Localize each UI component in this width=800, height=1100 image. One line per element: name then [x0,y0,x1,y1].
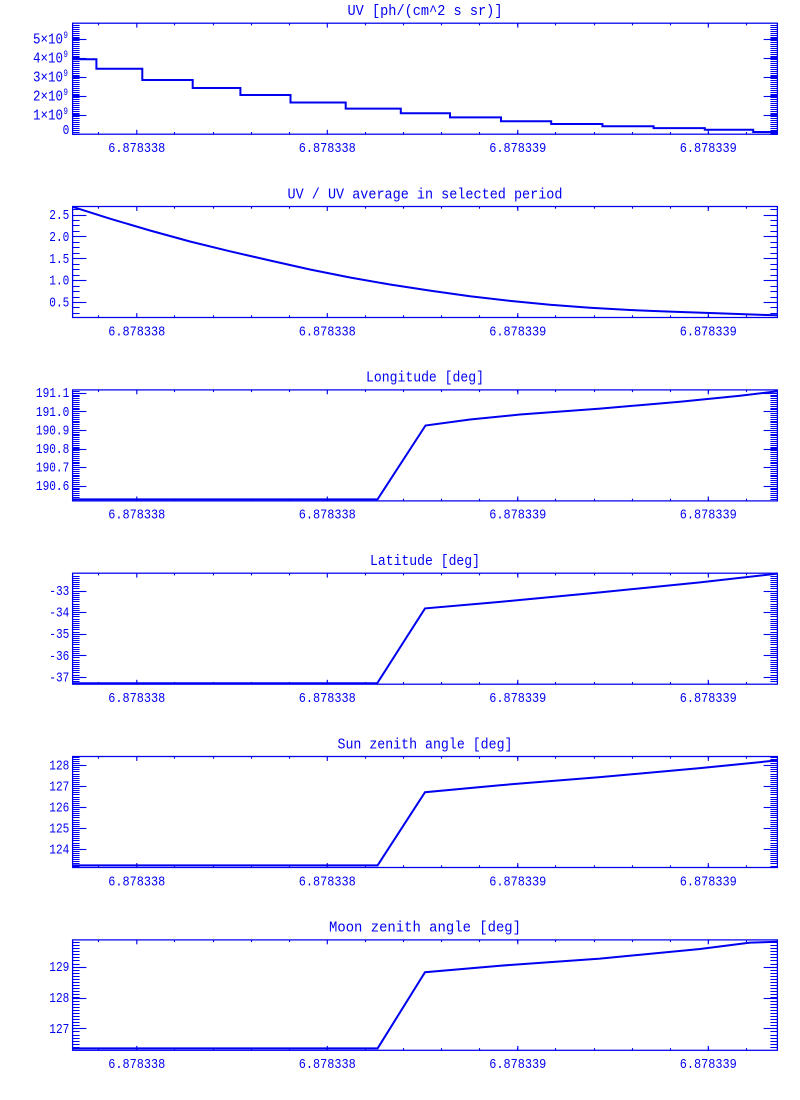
svg-text:6.878338: 6.878338 [299,509,356,524]
svg-text:9: 9 [63,107,68,118]
svg-text:6.878339: 6.878339 [680,1058,737,1073]
svg-text:191.0: 191.0 [36,406,69,421]
svg-text:6.878339: 6.878339 [680,692,737,707]
svg-text:6.878338: 6.878338 [108,692,165,707]
svg-text:0: 0 [63,124,70,139]
svg-text:6.878339: 6.878339 [680,509,737,524]
svg-text:-35: -35 [49,628,69,643]
svg-text:Latitude [deg]: Latitude [deg] [370,552,480,570]
svg-text:128: 128 [49,992,69,1007]
svg-text:Moon zenith angle [deg]: Moon zenith angle [deg] [329,919,521,937]
svg-text:6.878338: 6.878338 [299,875,356,890]
svg-text:Longitude [deg]: Longitude [deg] [366,369,484,387]
svg-text:6.878339: 6.878339 [680,325,737,340]
svg-text:UV [ph/(cm^2 s sr)]: UV [ph/(cm^2 s sr)] [348,2,503,20]
svg-text:0.5: 0.5 [49,297,69,312]
svg-text:127: 127 [49,781,69,796]
svg-text:9: 9 [63,50,68,61]
svg-text:6.878339: 6.878339 [489,509,546,524]
svg-text:6.878338: 6.878338 [108,509,165,524]
svg-text:9: 9 [63,31,68,42]
svg-text:1×10: 1×10 [33,107,63,124]
svg-text:129: 129 [49,961,69,976]
svg-text:1.0: 1.0 [49,275,69,290]
svg-text:6.878339: 6.878339 [489,692,546,707]
svg-text:6.878339: 6.878339 [489,875,546,890]
svg-text:6.878338: 6.878338 [299,692,356,707]
svg-text:6.878338: 6.878338 [108,142,165,157]
svg-text:UV / UV average in selected pe: UV / UV average in selected period [288,185,563,203]
svg-text:1.5: 1.5 [49,253,69,268]
svg-text:128: 128 [49,760,69,775]
svg-text:4×10: 4×10 [33,50,63,67]
svg-text:6.878338: 6.878338 [108,325,165,340]
svg-text:-33: -33 [49,585,69,600]
svg-text:6.878338: 6.878338 [299,142,356,157]
svg-text:6.878338: 6.878338 [108,875,165,890]
svg-text:2.5: 2.5 [49,209,69,224]
svg-text:6.878338: 6.878338 [299,325,356,340]
svg-text:2×10: 2×10 [33,88,63,105]
svg-text:6.878339: 6.878339 [489,1058,546,1073]
svg-text:-36: -36 [49,650,69,665]
svg-text:3×10: 3×10 [33,69,63,86]
svg-text:190.8: 190.8 [36,443,69,458]
svg-text:9: 9 [63,69,68,80]
svg-text:127: 127 [49,1023,69,1038]
svg-text:6.878339: 6.878339 [680,142,737,157]
svg-text:Sun zenith angle [deg]: Sun zenith angle [deg] [338,735,513,753]
svg-text:190.7: 190.7 [36,462,69,477]
svg-text:9: 9 [63,88,68,99]
svg-text:124: 124 [49,843,69,858]
svg-text:126: 126 [49,802,69,817]
svg-text:191.1: 191.1 [36,387,69,402]
svg-text:6.878339: 6.878339 [489,142,546,157]
svg-text:6.878339: 6.878339 [680,875,737,890]
svg-text:125: 125 [49,822,69,837]
svg-text:190.6: 190.6 [36,480,69,495]
svg-text:6.878338: 6.878338 [108,1058,165,1073]
svg-text:-37: -37 [49,671,69,686]
svg-text:190.9: 190.9 [36,424,69,439]
svg-text:6.878338: 6.878338 [299,1058,356,1073]
svg-text:2.0: 2.0 [49,231,69,246]
svg-text:5×10: 5×10 [33,31,63,48]
svg-text:6.878339: 6.878339 [489,325,546,340]
svg-text:-34: -34 [49,607,69,622]
